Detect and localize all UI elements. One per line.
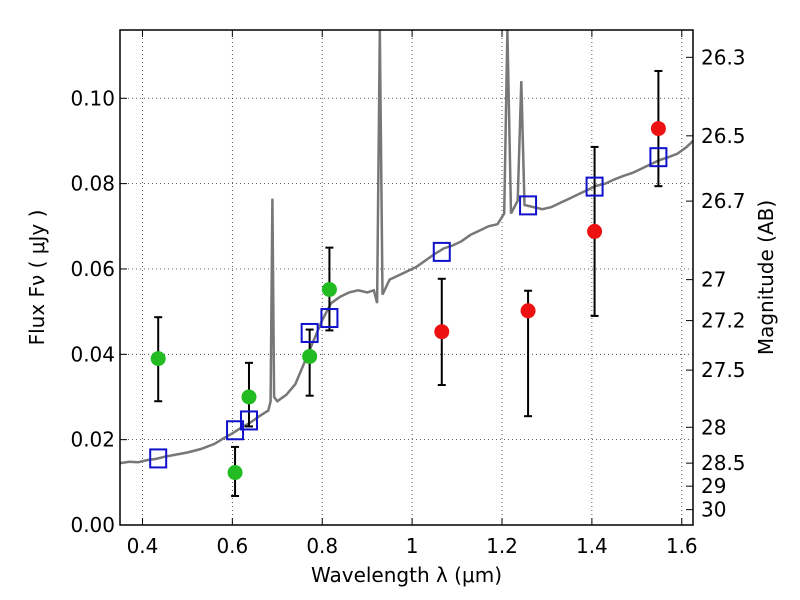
magnitude-tick-label: 26.5 — [701, 124, 746, 148]
model-flux-square — [320, 308, 339, 329]
model-flux-square — [300, 322, 319, 343]
model-spectrum-line — [120, 30, 693, 465]
x-tick-label: 0.6 — [216, 534, 248, 558]
data-point — [434, 324, 450, 340]
x-tick-label: 1.2 — [486, 534, 518, 558]
y-tick-label: 0.04 — [70, 342, 115, 366]
magnitude-tick-label: 29 — [701, 474, 726, 498]
data-point — [587, 223, 603, 239]
data-point — [241, 389, 257, 405]
x-axis-label: Wavelength λ (μm) — [311, 563, 502, 587]
magnitude-tick-label: 30 — [701, 498, 726, 522]
magnitude-tick-label: 28.5 — [701, 451, 746, 475]
magnitude-axis-label: Magnitude (AB) — [754, 200, 778, 355]
data-point — [321, 281, 337, 297]
model-flux-square — [239, 410, 258, 431]
magnitude-tick-label: 27 — [701, 268, 726, 292]
x-tick-label: 0.8 — [306, 534, 338, 558]
error-bars — [154, 69, 663, 497]
data-point — [227, 465, 243, 481]
y-tick-label: 0.08 — [70, 172, 115, 196]
model-flux-square — [585, 176, 604, 197]
y-tick-label: 0.00 — [70, 513, 115, 537]
axis-ticks: 0.4 0.6 0.8 1 1.2 1.4 1.6 0.00 0.02 0.04 0.06 0.08 0… — [70, 30, 746, 558]
x-tick-label: 1.4 — [576, 534, 608, 558]
y-axis-label: Flux Fν ( μJy ) — [25, 210, 49, 346]
model-flux-square — [432, 241, 451, 262]
x-tick-label: 0.4 — [127, 534, 159, 558]
model-spectrum — [120, 30, 693, 465]
data-point — [520, 303, 536, 319]
data-point — [150, 351, 166, 367]
y-tick-label: 0.10 — [70, 86, 115, 110]
model-flux-square — [649, 147, 668, 168]
x-tick-label: 1 — [406, 534, 419, 558]
data-point — [650, 121, 666, 137]
data-point — [302, 348, 318, 364]
plot-frame — [119, 29, 694, 526]
model-flux-square — [149, 448, 168, 469]
magnitude-tick-label: 27.5 — [701, 358, 746, 382]
magnitude-tick-label: 28 — [701, 415, 726, 439]
y-tick-label: 0.06 — [70, 257, 115, 281]
data-markers — [149, 121, 668, 481]
magnitude-tick-label: 27.2 — [701, 309, 746, 333]
model-flux-square — [519, 195, 538, 216]
y-tick-label: 0.02 — [70, 428, 115, 452]
x-tick-label: 1.6 — [666, 534, 698, 558]
magnitude-tick-label: 26.3 — [701, 45, 746, 69]
grid — [120, 30, 693, 526]
magnitude-tick-label: 26.7 — [701, 189, 746, 213]
